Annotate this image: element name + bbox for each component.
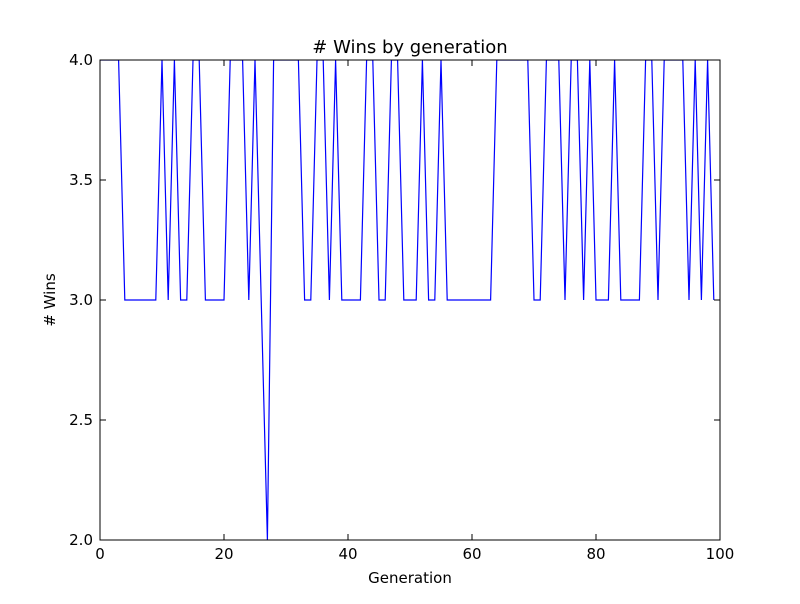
y-tick-label: 2.0	[69, 531, 93, 549]
x-tick-label: 100	[706, 545, 735, 563]
y-axis-label: # Wins	[41, 273, 59, 327]
y-tick-label: 4.0	[69, 51, 93, 69]
x-tick-label: 80	[586, 545, 605, 563]
y-tick-label: 2.5	[69, 411, 93, 429]
x-tick-label: 0	[95, 545, 105, 563]
y-tick-label: 3.5	[69, 171, 93, 189]
x-tick-label: 40	[338, 545, 357, 563]
x-tick-label: 60	[462, 545, 481, 563]
y-tick-label: 3.0	[69, 291, 93, 309]
series-line	[100, 60, 715, 540]
x-tick-label: 20	[214, 545, 233, 563]
chart-title: # Wins by generation	[312, 37, 507, 58]
x-axis-label: Generation	[368, 569, 452, 587]
